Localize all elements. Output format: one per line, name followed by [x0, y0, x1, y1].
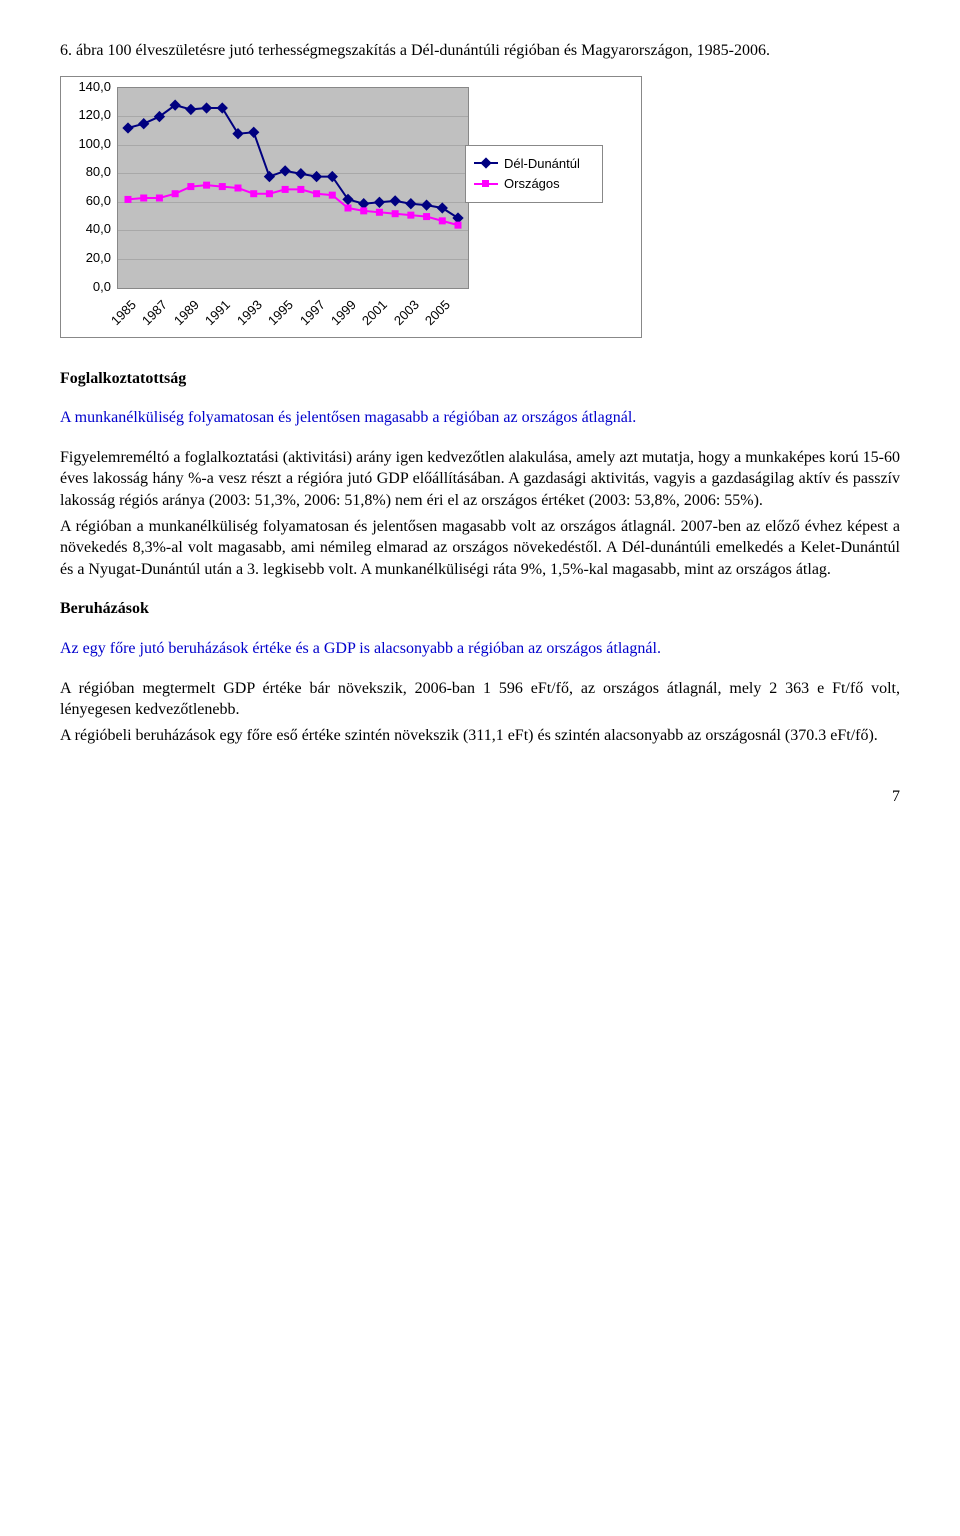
plot-area: [117, 87, 469, 289]
chart-legend: Dél-Dunántúl Országos: [465, 145, 603, 203]
y-tick-label: 40,0: [71, 221, 111, 239]
y-tick-label: 100,0: [71, 135, 111, 153]
y-tick-label: 60,0: [71, 192, 111, 210]
legend-item-del-dunantul: Dél-Dunántúl: [474, 155, 594, 173]
x-tick-label: 2001: [359, 296, 392, 329]
highlight-beruhazasok: Az egy főre jutó beruházások értéke és a…: [60, 638, 900, 660]
y-tick-label: 80,0: [71, 164, 111, 182]
x-tick-label: 1999: [327, 296, 360, 329]
chart-container: 0,020,040,060,080,0100,0120,0140,0 19851…: [60, 76, 642, 338]
x-tick-label: 1987: [139, 296, 172, 329]
y-tick-label: 140,0: [71, 78, 111, 96]
page-number: 7: [60, 786, 900, 808]
chart-svg: [118, 88, 468, 288]
x-tick-label: 2005: [421, 296, 454, 329]
x-tick-label: 1991: [201, 296, 234, 329]
body-foglalkoztatottsag-2: A régióban a munkanélküliség folyamatosa…: [60, 516, 900, 581]
section-heading-foglalkoztatottsag: Foglalkoztatottság: [60, 368, 900, 390]
x-axis-labels: 1985198719891991199319951997199920012003…: [117, 291, 467, 331]
chart-inner: 0,020,040,060,080,0100,0120,0140,0 19851…: [71, 87, 611, 327]
body-beruhazasok-2: A régióbeli beruházások egy főre eső ért…: [60, 725, 900, 747]
x-tick-label: 1993: [233, 296, 266, 329]
figure-title: 6. ábra 100 élveszületésre jutó terhessé…: [60, 40, 900, 62]
legend-label: Dél-Dunántúl: [504, 155, 580, 173]
y-tick-label: 20,0: [71, 249, 111, 267]
legend-item-orszagos: Országos: [474, 175, 594, 193]
x-tick-label: 1997: [296, 296, 329, 329]
x-tick-label: 2003: [390, 296, 423, 329]
highlight-foglalkoztatottsag: A munkanélküliség folyamatosan és jelent…: [60, 407, 900, 429]
legend-label: Országos: [504, 175, 560, 193]
section-heading-beruhazasok: Beruházások: [60, 598, 900, 620]
y-tick-label: 0,0: [71, 278, 111, 296]
y-tick-label: 120,0: [71, 106, 111, 124]
x-tick-label: 1995: [264, 296, 297, 329]
body-beruhazasok-1: A régióban megtermelt GDP értéke bár növ…: [60, 678, 900, 721]
x-tick-label: 1985: [107, 296, 140, 329]
x-tick-label: 1989: [170, 296, 203, 329]
body-foglalkoztatottsag-1: Figyelemreméltó a foglalkoztatási (aktiv…: [60, 447, 900, 512]
